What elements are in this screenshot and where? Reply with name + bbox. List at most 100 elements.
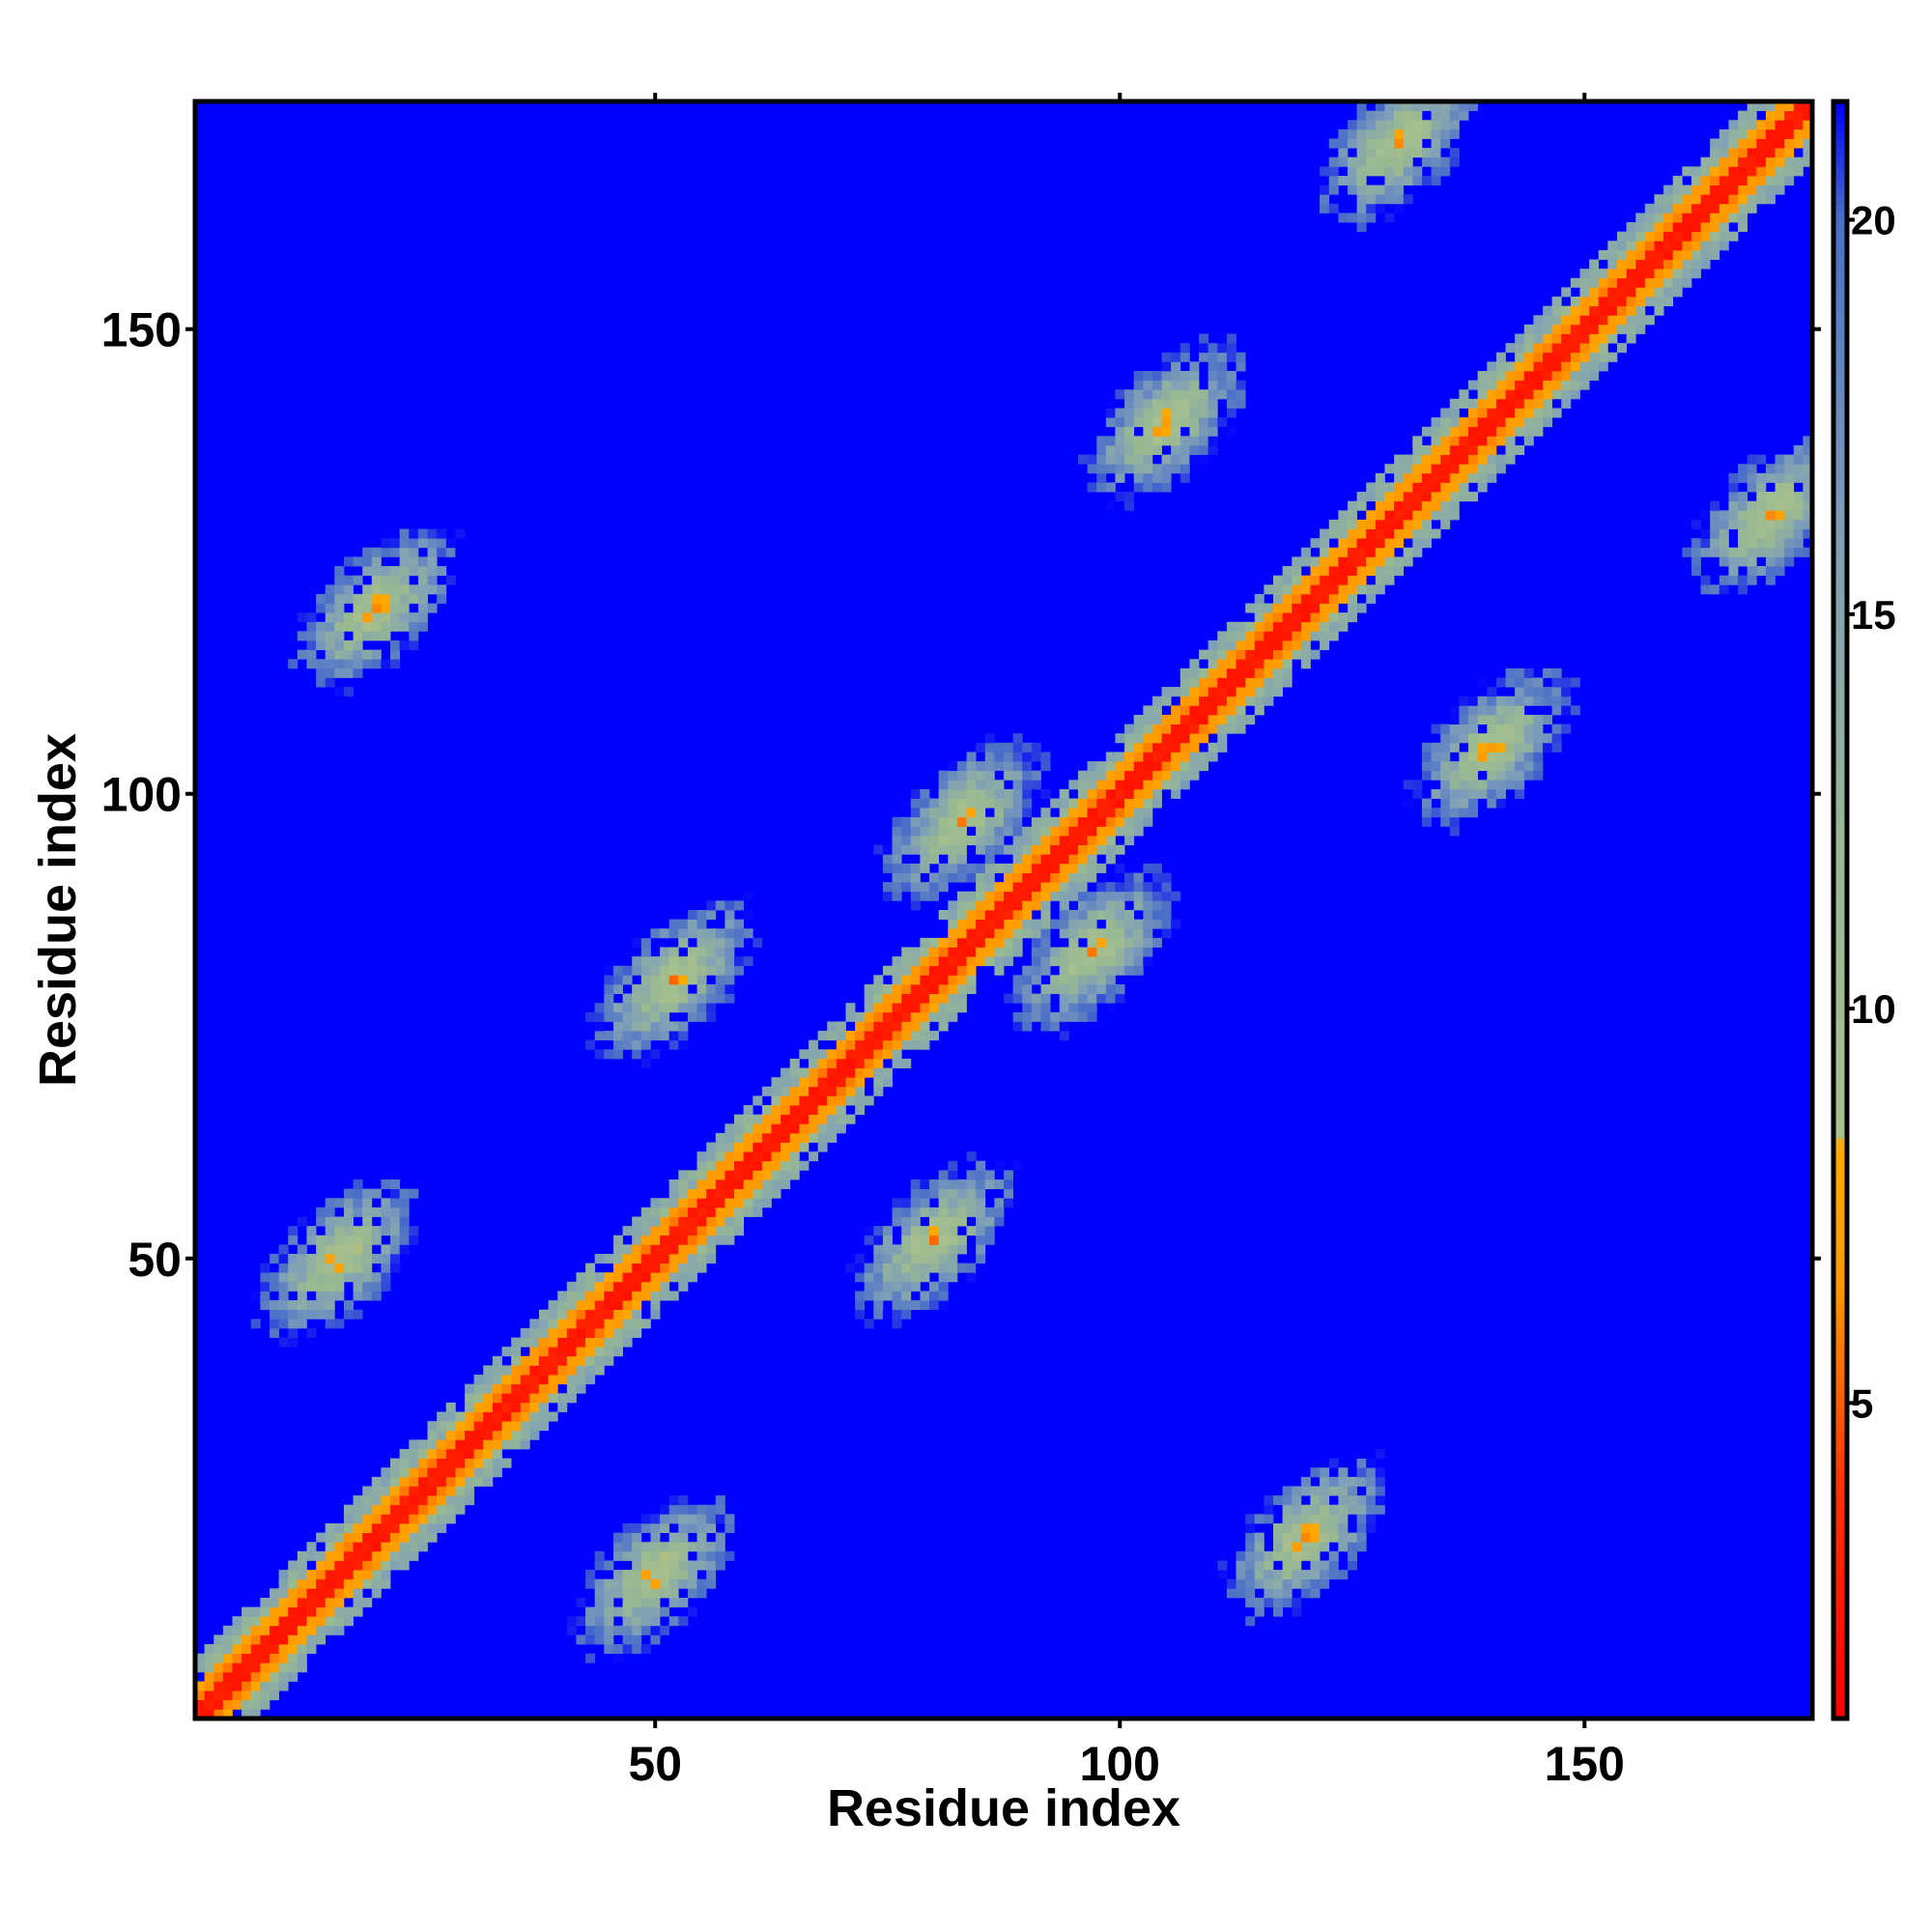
heatmap-cell: [1022, 742, 1033, 753]
heatmap-cell: [362, 1570, 373, 1580]
heatmap-cell: [371, 1560, 382, 1571]
heatmap-cell: [334, 631, 345, 641]
heatmap-cell: [325, 1319, 335, 1329]
heatmap-cell: [1533, 380, 1544, 390]
heatmap-cell: [1208, 640, 1218, 651]
heatmap-cell: [1356, 1542, 1367, 1552]
heatmap-cell: [929, 1207, 940, 1217]
heatmap-cell: [585, 1319, 596, 1329]
heatmap-cell: [1775, 110, 1785, 121]
heatmap-cell: [892, 891, 902, 901]
heatmap-cell: [1012, 816, 1023, 827]
heatmap-cell: [594, 1003, 605, 1013]
heatmap-cell: [1412, 110, 1423, 121]
heatmap-cell: [343, 1522, 354, 1533]
heatmap-cell: [297, 1560, 307, 1571]
heatmap-cell: [594, 1597, 605, 1607]
heatmap-cell: [1598, 333, 1608, 344]
heatmap-cell: [1487, 714, 1497, 724]
heatmap-cell: [1375, 519, 1385, 529]
heatmap-cell: [734, 965, 745, 976]
heatmap-cell: [1208, 371, 1218, 382]
heatmap-cell: [232, 1699, 242, 1710]
heatmap-cell: [650, 1570, 661, 1580]
heatmap-cell: [557, 1355, 568, 1366]
colorbar-segment: [1833, 469, 1847, 477]
heatmap-cell: [920, 1021, 930, 1032]
heatmap-cell: [976, 919, 986, 929]
heatmap-cell: [1394, 464, 1405, 474]
heatmap-cell: [297, 1653, 307, 1663]
colorbar-segment: [1833, 542, 1847, 551]
heatmap-cell: [1543, 352, 1553, 362]
heatmap-cell: [901, 956, 912, 967]
heatmap-cell: [278, 1653, 289, 1663]
heatmap-cell: [1579, 371, 1590, 382]
heatmap-cell: [948, 770, 958, 781]
heatmap-cell: [650, 1003, 661, 1013]
heatmap-cell: [1161, 742, 1172, 753]
heatmap-cell: [994, 1160, 1005, 1171]
colorbar-segment: [1833, 1512, 1847, 1521]
heatmap-cell: [1059, 836, 1069, 846]
heatmap-cell: [1208, 343, 1218, 354]
heatmap-cell: [1403, 120, 1413, 130]
heatmap-cell: [1320, 640, 1330, 651]
heatmap-cell: [1765, 166, 1776, 177]
heatmap-cell: [1300, 1542, 1311, 1552]
heatmap-cell: [1292, 1597, 1302, 1607]
heatmap-cell: [1151, 900, 1162, 911]
heatmap-cell: [612, 1281, 623, 1292]
colorbar-segment: [1833, 1167, 1847, 1176]
heatmap-cell: [1449, 398, 1460, 409]
heatmap-cell: [501, 1439, 512, 1450]
heatmap-cell: [1328, 203, 1339, 213]
heatmap-cell: [687, 1514, 697, 1524]
heatmap-cell: [956, 1179, 967, 1190]
heatmap-cell: [753, 1188, 763, 1199]
heatmap-cell: [316, 1588, 327, 1599]
heatmap-cell: [1663, 194, 1674, 205]
heatmap-cell: [390, 1550, 401, 1561]
heatmap-cell: [920, 808, 930, 818]
heatmap-cell: [1495, 724, 1506, 734]
heatmap-cell: [1775, 492, 1785, 502]
heatmap-cell: [1179, 780, 1190, 790]
heatmap-cell: [1282, 1532, 1293, 1543]
heatmap-cell: [343, 621, 354, 632]
heatmap-cell: [1579, 380, 1590, 390]
heatmap-cell: [678, 1003, 689, 1013]
heatmap-cell: [1366, 510, 1377, 521]
heatmap-cell: [604, 1355, 614, 1366]
heatmap-cell: [1523, 724, 1534, 734]
heatmap-cell: [1366, 213, 1377, 223]
heatmap-cell: [1273, 668, 1284, 678]
heatmap-cell: [1784, 528, 1795, 539]
heatmap-cell: [1765, 101, 1776, 112]
heatmap-cell: [929, 836, 940, 846]
heatmap-cell: [483, 1402, 494, 1412]
heatmap-cell: [901, 1058, 912, 1068]
heatmap-cell: [1728, 128, 1739, 139]
heatmap-cell: [1551, 343, 1562, 354]
heatmap-cell: [1068, 836, 1079, 846]
plot-frame: [192, 99, 1815, 1721]
heatmap-cell: [362, 1522, 373, 1533]
heatmap-cell: [817, 1105, 828, 1116]
heatmap-cell: [1124, 956, 1135, 967]
colorbar-segment: [1833, 1116, 1847, 1124]
heatmap-cell: [1226, 640, 1236, 651]
heatmap-cell: [427, 1495, 438, 1506]
heatmap-cell: [1189, 380, 1200, 390]
colorbar-segment: [1833, 233, 1847, 242]
heatmap-cell: [632, 1597, 642, 1607]
heatmap-cell: [1087, 464, 1097, 474]
heatmap-cell: [808, 1049, 818, 1060]
heatmap-cell: [1143, 937, 1153, 948]
heatmap-cell: [1124, 882, 1135, 893]
colorbar-segment: [1833, 1497, 1847, 1506]
heatmap-cell: [1077, 836, 1088, 846]
heatmap-cell: [381, 1495, 391, 1506]
heatmap-cell: [409, 621, 419, 632]
heatmap-cell: [920, 1198, 930, 1208]
